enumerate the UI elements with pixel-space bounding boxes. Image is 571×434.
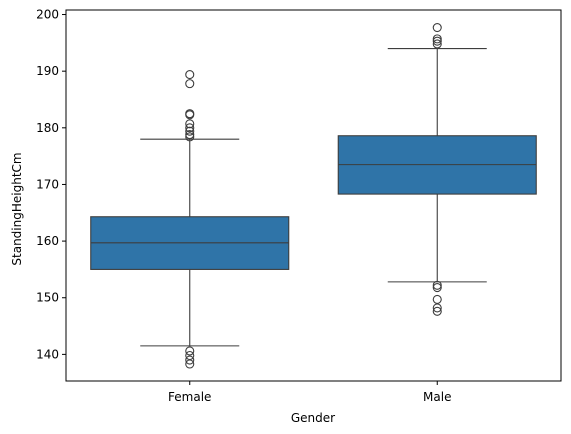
outlier-point-female <box>185 126 195 136</box>
x-tick-label-male: Male <box>423 390 451 404</box>
x-axis-label: Gender <box>291 411 335 425</box>
outlier-point-male <box>432 282 442 293</box>
outlier-point-female <box>185 119 195 129</box>
outlier-point-male <box>432 306 442 316</box>
y-tick-label: 170 <box>36 177 59 191</box>
outlier-point-male <box>432 294 442 304</box>
y-tick-label: 180 <box>36 121 59 135</box>
y-tick-label: 150 <box>36 291 59 305</box>
x-tick-label-female: Female <box>168 390 211 404</box>
boxes-layer <box>90 23 537 369</box>
outlier-point-female <box>185 109 195 119</box>
outlier-point-female <box>185 350 195 361</box>
plot-frame <box>65 9 562 382</box>
y-tick-label: 160 <box>36 234 59 248</box>
outlier-point-female <box>185 132 195 142</box>
outlier-point-male <box>432 23 442 33</box>
outlier-point-female <box>185 130 195 140</box>
outlier-point-female <box>185 355 195 365</box>
outlier-point-female <box>185 123 195 133</box>
y-axis-label: StandingHeightCm <box>10 152 24 265</box>
outlier-point-female <box>185 346 195 356</box>
outlier-point-male <box>432 39 442 49</box>
y-tick-label: 200 <box>36 8 59 22</box>
y-tick-label: 190 <box>36 64 59 78</box>
outlier-point-male <box>432 36 442 46</box>
axes-layer: 140 150 160 170 180 190 200 Female Male <box>36 8 562 404</box>
outlier-point-female <box>185 70 195 80</box>
outlier-point-male <box>432 280 442 290</box>
outlier-point-female <box>185 79 195 89</box>
y-tick-label: 140 <box>36 347 59 361</box>
outlier-point-male <box>432 34 442 44</box>
